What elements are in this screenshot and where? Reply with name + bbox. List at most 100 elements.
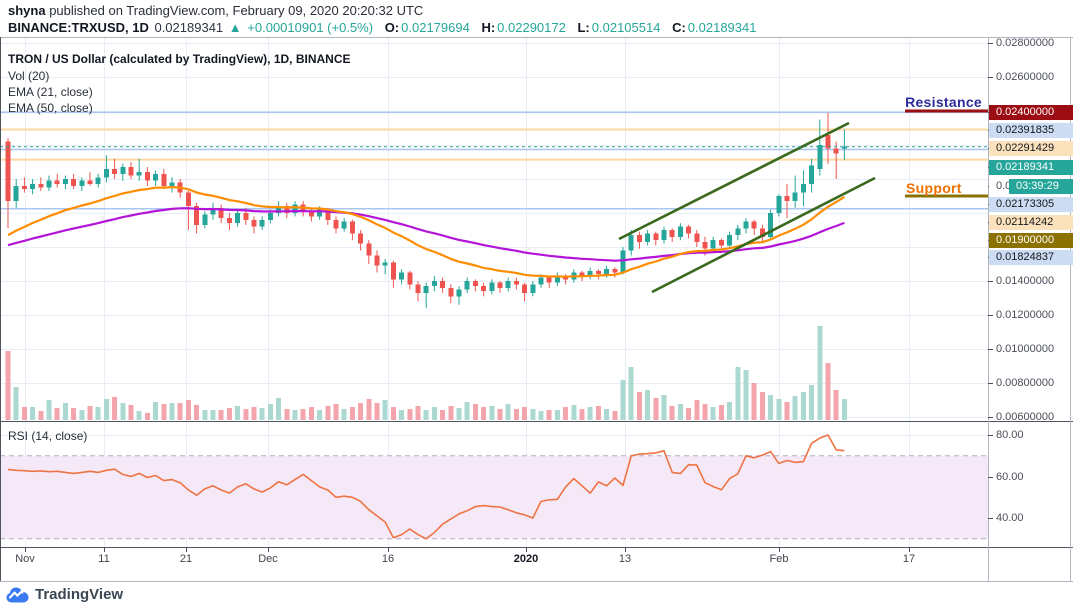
- symbol-title[interactable]: BINANCE:TRXUSD, 1D: [8, 20, 149, 35]
- candle[interactable]: [809, 165, 815, 185]
- volume-bar[interactable]: [95, 407, 101, 420]
- volume-bar[interactable]: [538, 411, 544, 420]
- volume-bar[interactable]: [800, 392, 806, 420]
- candle[interactable]: [87, 180, 93, 185]
- candle[interactable]: [13, 185, 19, 202]
- candle[interactable]: [333, 219, 339, 229]
- volume-bar[interactable]: [472, 404, 478, 420]
- volume-bar[interactable]: [464, 402, 470, 420]
- candle[interactable]: [776, 196, 782, 214]
- candle[interactable]: [710, 240, 716, 249]
- volume-bar[interactable]: [505, 404, 511, 420]
- volume-bar[interactable]: [399, 410, 405, 420]
- candles-layer[interactable]: [5, 112, 847, 309]
- footer-brand[interactable]: TradingView: [6, 586, 123, 603]
- candle[interactable]: [620, 250, 626, 273]
- volume-bar[interactable]: [226, 408, 232, 420]
- candle[interactable]: [415, 284, 421, 293]
- candle[interactable]: [276, 206, 282, 214]
- volume-bar[interactable]: [497, 409, 503, 420]
- volume-bar[interactable]: [71, 408, 77, 420]
- volume-bar[interactable]: [776, 399, 782, 420]
- volume-bar[interactable]: [612, 411, 618, 420]
- candle[interactable]: [612, 269, 618, 273]
- candle[interactable]: [407, 272, 413, 285]
- volume-bar[interactable]: [571, 405, 577, 420]
- volume-bar[interactable]: [349, 407, 355, 420]
- candle[interactable]: [202, 214, 208, 225]
- candle[interactable]: [743, 221, 749, 229]
- candle[interactable]: [751, 221, 757, 229]
- candle[interactable]: [325, 209, 331, 220]
- volume-bar[interactable]: [5, 351, 11, 420]
- volume-bar[interactable]: [554, 410, 560, 420]
- volume-bar[interactable]: [702, 404, 708, 420]
- volume-bar[interactable]: [595, 406, 601, 420]
- volume-bar[interactable]: [620, 380, 626, 420]
- volume-bar[interactable]: [382, 400, 388, 420]
- volume-bar[interactable]: [87, 406, 93, 420]
- volume-bar[interactable]: [79, 410, 85, 420]
- candle[interactable]: [554, 275, 560, 283]
- candle[interactable]: [235, 213, 241, 224]
- volume-bar[interactable]: [710, 407, 716, 420]
- volume-bar[interactable]: [579, 409, 585, 420]
- volume-bar[interactable]: [661, 395, 667, 420]
- candle[interactable]: [54, 180, 60, 185]
- candle[interactable]: [735, 228, 741, 236]
- volume-bar[interactable]: [358, 403, 364, 420]
- volume-bar[interactable]: [103, 399, 109, 420]
- candle[interactable]: [686, 226, 692, 234]
- candle[interactable]: [267, 213, 273, 220]
- candle[interactable]: [423, 286, 429, 293]
- candle[interactable]: [243, 213, 249, 220]
- volume-layer[interactable]: [5, 326, 847, 420]
- volume-bar[interactable]: [743, 370, 749, 420]
- candle[interactable]: [112, 168, 118, 174]
- candle[interactable]: [38, 184, 44, 188]
- volume-bar[interactable]: [686, 408, 692, 420]
- candle[interactable]: [390, 262, 396, 280]
- legend-ema21[interactable]: EMA (21, close): [8, 85, 93, 99]
- volume-bar[interactable]: [390, 407, 396, 420]
- candle[interactable]: [595, 270, 601, 275]
- volume-bar[interactable]: [333, 404, 339, 420]
- candle[interactable]: [440, 281, 446, 288]
- volume-bar[interactable]: [825, 363, 831, 420]
- candle[interactable]: [431, 281, 437, 287]
- volume-bar[interactable]: [62, 403, 68, 420]
- volume-bar[interactable]: [653, 398, 659, 420]
- volume-bar[interactable]: [112, 397, 118, 420]
- candle[interactable]: [185, 192, 191, 207]
- candle[interactable]: [825, 134, 831, 149]
- candle[interactable]: [456, 289, 462, 297]
- candle[interactable]: [358, 233, 364, 244]
- volume-bar[interactable]: [284, 409, 290, 420]
- candle[interactable]: [481, 286, 487, 292]
- volume-bar[interactable]: [161, 404, 167, 420]
- volume-bar[interactable]: [636, 392, 642, 420]
- candle[interactable]: [653, 233, 659, 241]
- volume-bar[interactable]: [407, 409, 413, 420]
- volume-bar[interactable]: [563, 407, 569, 420]
- candle[interactable]: [120, 167, 126, 174]
- candle[interactable]: [292, 204, 298, 214]
- volume-bar[interactable]: [276, 398, 282, 420]
- candle[interactable]: [317, 209, 323, 217]
- volume-bar[interactable]: [833, 390, 839, 420]
- volume-bar[interactable]: [374, 403, 380, 420]
- volume-bar[interactable]: [169, 403, 175, 420]
- candle[interactable]: [464, 281, 470, 290]
- volume-bar[interactable]: [341, 409, 347, 420]
- candle[interactable]: [366, 243, 372, 256]
- volume-bar[interactable]: [13, 387, 19, 420]
- candle[interactable]: [251, 219, 257, 227]
- candle[interactable]: [841, 146, 847, 149]
- volume-bar[interactable]: [727, 402, 733, 420]
- volume-bar[interactable]: [841, 399, 847, 420]
- volume-bar[interactable]: [202, 410, 208, 420]
- volume-bar[interactable]: [759, 392, 765, 420]
- volume-bar[interactable]: [489, 406, 495, 420]
- candle[interactable]: [538, 277, 544, 285]
- volume-bar[interactable]: [120, 403, 126, 420]
